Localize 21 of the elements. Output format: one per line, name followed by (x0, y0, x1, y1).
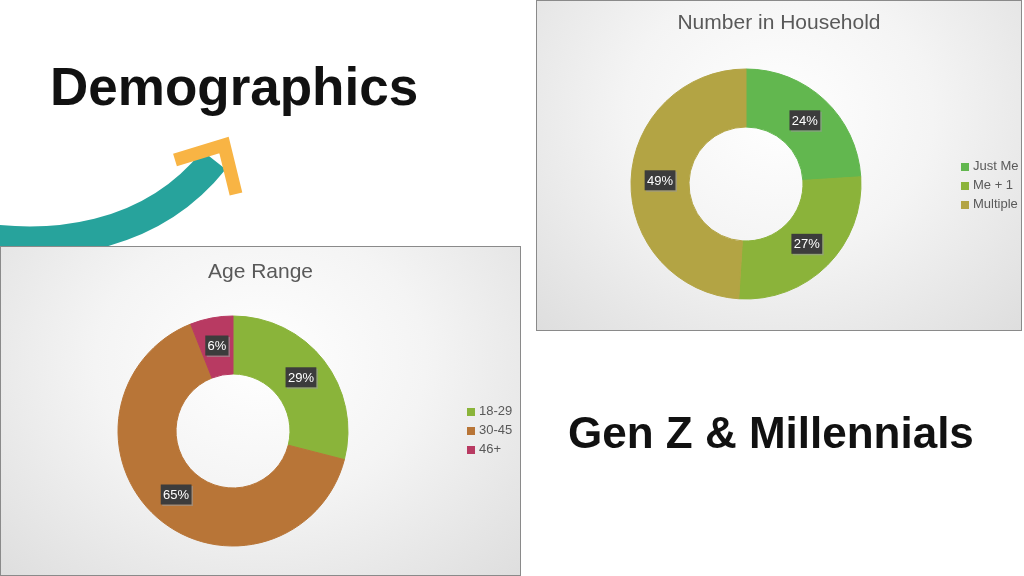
chart-title: Age Range (206, 259, 315, 283)
donut-slice (630, 68, 747, 300)
chart-title: Number in Household (676, 10, 882, 34)
donut-slice (232, 315, 349, 461)
legend-label: 18-29 (479, 403, 513, 418)
legend-label: Multiple (973, 196, 1018, 211)
data-label: 29% (287, 369, 315, 385)
legend-label: 46+ (479, 441, 502, 456)
legend-label: Me + 1 (973, 177, 1014, 192)
data-label: 6% (207, 338, 227, 354)
donut-slice (738, 176, 862, 300)
legend-label: 30-45 (479, 422, 513, 437)
text: Demographics (50, 57, 419, 116)
legend-label: Just Me (973, 158, 1019, 173)
donut-slice (745, 68, 862, 181)
text: Gen Z & Millennials (568, 408, 974, 457)
data-label: 24% (791, 112, 819, 128)
data-label: 65% (163, 487, 190, 503)
data-label: 27% (793, 236, 821, 252)
donut-slice (117, 323, 345, 547)
data-label: 49% (647, 172, 674, 188)
